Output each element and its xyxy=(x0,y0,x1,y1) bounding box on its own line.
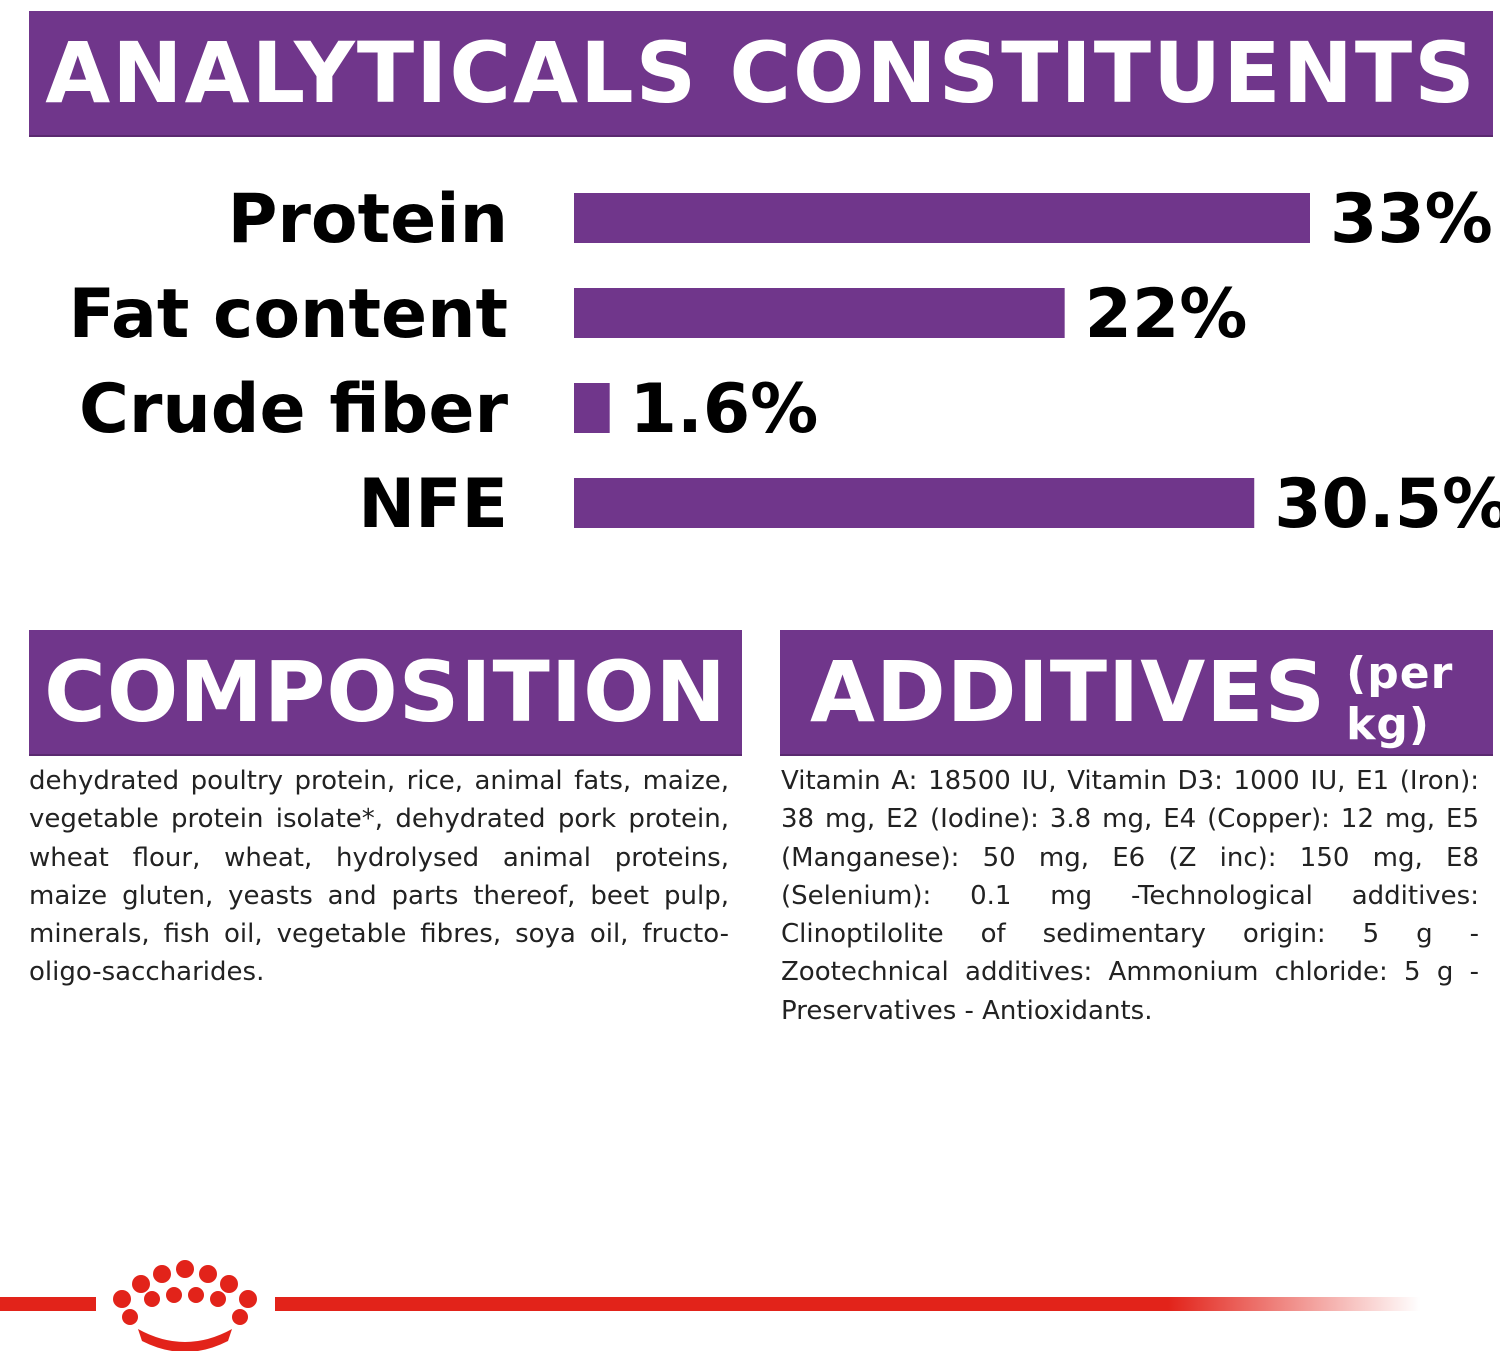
value-label-protein: 33% xyxy=(1330,180,1493,259)
constituents-bar-chart: Protein 33% Fat content 22% Crude fiber 1.6% N… xyxy=(68,180,1500,544)
composition-title: COMPOSITION xyxy=(44,643,727,741)
bar-nfe xyxy=(574,478,1255,528)
additives-text: Vitamin A: 18500 IU, Vitamin D3: 1000 IU… xyxy=(781,766,1479,1026)
bar-fat-content xyxy=(574,288,1065,338)
composition-text: dehydrated poultry protein, rice, animal… xyxy=(29,766,729,988)
bar-crude-fiber xyxy=(574,383,610,433)
category-label-crude-fiber: Crude fiber xyxy=(79,370,509,449)
category-label-nfe: NFE xyxy=(358,465,508,544)
value-label-nfe: 30.5% xyxy=(1274,465,1500,544)
composition-header: COMPOSITION xyxy=(29,630,742,754)
analytical-constituents-header: ANALYTICALS CONSTITUENTS xyxy=(29,11,1493,135)
footer-line-left xyxy=(0,1297,96,1311)
analytical-constituents-title: ANALYTICALS CONSTITUENTS xyxy=(45,24,1477,122)
value-label-crude-fiber: 1.6% xyxy=(630,370,819,449)
value-label-fat-content: 22% xyxy=(1085,275,1248,354)
additives-title: ADDITIVES xyxy=(810,643,1327,741)
category-label-fat-content: Fat content xyxy=(68,275,508,354)
additives-subtitle: (per kg) xyxy=(1346,648,1454,750)
category-label-protein: Protein xyxy=(228,180,508,259)
footer-line-right xyxy=(275,1297,1420,1311)
bar-protein xyxy=(574,193,1310,243)
footer-brand-bar xyxy=(0,1260,1420,1351)
additives-header: ADDITIVES (per kg) xyxy=(780,630,1493,754)
crown-logo-icon xyxy=(113,1260,257,1351)
